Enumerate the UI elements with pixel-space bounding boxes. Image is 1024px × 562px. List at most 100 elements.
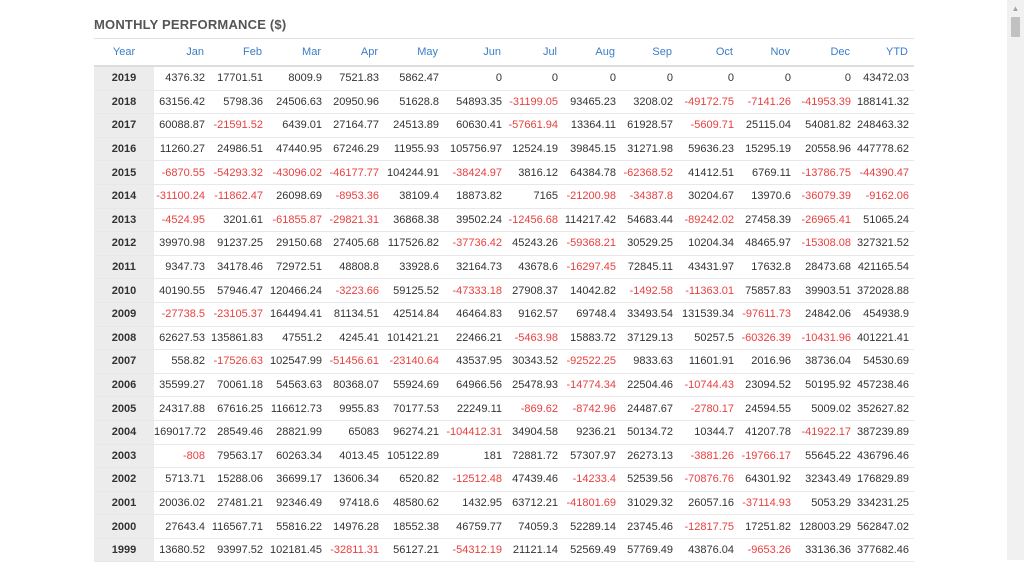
ytd-cell: 454938.9: [856, 302, 914, 327]
month-value-cell: 30343.52: [507, 349, 563, 374]
month-value-cell: 1432.95: [444, 491, 507, 516]
month-value-cell: 24986.51: [210, 137, 268, 162]
column-header[interactable]: YTD: [856, 38, 914, 67]
month-value-cell: -89242.02: [678, 208, 739, 233]
month-value-cell: 64966.56: [444, 373, 507, 398]
year-cell: 2011: [94, 255, 154, 280]
column-header[interactable]: Oct: [678, 38, 739, 67]
column-header[interactable]: Aug: [563, 38, 621, 67]
month-value-cell: 39903.51: [796, 278, 856, 303]
month-value-cell: 28549.46: [210, 420, 268, 445]
month-value-cell: 6520.82: [384, 467, 444, 492]
month-value-cell: -8953.36: [327, 184, 384, 209]
month-value-cell: 9955.83: [327, 396, 384, 421]
month-value-cell: -26965.41: [796, 208, 856, 233]
month-value-cell: 60263.34: [268, 444, 327, 469]
column-header[interactable]: Sep: [621, 38, 678, 67]
month-value-cell: 102547.99: [268, 349, 327, 374]
month-value-cell: 92346.49: [268, 491, 327, 516]
month-value-cell: 5862.47: [384, 66, 444, 91]
column-header[interactable]: Dec: [796, 38, 856, 67]
month-value-cell: 70177.53: [384, 396, 444, 421]
month-value-cell: 64384.78: [563, 160, 621, 185]
month-value-cell: 14042.82: [563, 278, 621, 303]
month-value-cell: 69748.4: [563, 302, 621, 327]
month-value-cell: 55924.69: [384, 373, 444, 398]
column-header[interactable]: Jun: [444, 38, 507, 67]
year-cell: 2013: [94, 208, 154, 233]
column-header[interactable]: May: [384, 38, 444, 67]
month-value-cell: 52289.14: [563, 514, 621, 539]
month-value-cell: -19766.17: [739, 444, 796, 469]
month-value-cell: 128003.29: [796, 514, 856, 539]
scrollbar-thumb[interactable]: [1011, 17, 1020, 37]
scroll-up-arrow-icon[interactable]: ▲: [1011, 4, 1020, 13]
month-value-cell: 9347.73: [154, 255, 210, 280]
month-value-cell: 33493.54: [621, 302, 678, 327]
table-row: 2014 -31100.24 -11862.47 26098.69 -8953.36 38…: [94, 184, 914, 209]
month-value-cell: -62368.52: [621, 160, 678, 185]
year-cell: 2005: [94, 396, 154, 421]
month-value-cell: 0: [796, 66, 856, 91]
column-header[interactable]: Year: [94, 38, 154, 67]
month-value-cell: 43678.6: [507, 255, 563, 280]
column-header[interactable]: Jan: [154, 38, 210, 67]
month-value-cell: 3201.61: [210, 208, 268, 233]
column-header[interactable]: Feb: [210, 38, 268, 67]
month-value-cell: 72972.51: [268, 255, 327, 280]
vertical-scrollbar[interactable]: ▲: [1007, 0, 1024, 560]
month-value-cell: 116567.71: [210, 514, 268, 539]
month-value-cell: 64301.92: [739, 467, 796, 492]
month-value-cell: -2780.17: [678, 396, 739, 421]
month-value-cell: 18552.38: [384, 514, 444, 539]
month-value-cell: 61928.57: [621, 113, 678, 138]
month-value-cell: 54893.35: [444, 90, 507, 115]
month-value-cell: 24317.88: [154, 396, 210, 421]
month-value-cell: 25478.93: [507, 373, 563, 398]
month-value-cell: 40190.55: [154, 278, 210, 303]
month-value-cell: 59636.23: [678, 137, 739, 162]
year-cell: 2004: [94, 420, 154, 445]
month-value-cell: 4245.41: [327, 326, 384, 351]
ytd-cell: 447778.62: [856, 137, 914, 162]
month-value-cell: 47440.95: [268, 137, 327, 162]
month-value-cell: 51628.8: [384, 90, 444, 115]
column-header[interactable]: Jul: [507, 38, 563, 67]
month-value-cell: 0: [621, 66, 678, 91]
month-value-cell: 42514.84: [384, 302, 444, 327]
month-value-cell: -10744.43: [678, 373, 739, 398]
month-value-cell: 20558.96: [796, 137, 856, 162]
column-header[interactable]: Apr: [327, 38, 384, 67]
month-value-cell: 10204.34: [678, 231, 739, 256]
month-value-cell: 105756.97: [444, 137, 507, 162]
month-value-cell: 164494.41: [268, 302, 327, 327]
month-value-cell: -32811.31: [327, 538, 384, 562]
month-value-cell: 9236.21: [563, 420, 621, 445]
month-value-cell: 34178.46: [210, 255, 268, 280]
column-header[interactable]: Mar: [268, 38, 327, 67]
monthly-performance-table: Year Jan Feb Mar Apr May Jun Jul Aug Sep…: [94, 38, 914, 562]
year-cell: 2000: [94, 514, 154, 539]
table-row: 2009 -27738.5 -23105.37 164494.41 81134.51 42…: [94, 302, 914, 327]
month-value-cell: 63712.21: [507, 491, 563, 516]
year-cell: 1999: [94, 538, 154, 562]
month-value-cell: -3881.26: [678, 444, 739, 469]
ytd-cell: 176829.89: [856, 467, 914, 492]
month-value-cell: 67616.25: [210, 396, 268, 421]
table-row: 1999 13680.52 93997.52 102181.45 -32811.31 56…: [94, 538, 914, 562]
month-value-cell: -61855.87: [268, 208, 327, 233]
month-value-cell: -29821.31: [327, 208, 384, 233]
month-value-cell: -23105.37: [210, 302, 268, 327]
month-value-cell: 558.82: [154, 349, 210, 374]
month-value-cell: -46177.77: [327, 160, 384, 185]
year-cell: 2008: [94, 326, 154, 351]
month-value-cell: 11601.91: [678, 349, 739, 374]
month-value-cell: 0: [563, 66, 621, 91]
column-header[interactable]: Nov: [739, 38, 796, 67]
month-value-cell: 5713.71: [154, 467, 210, 492]
month-value-cell: -9653.26: [739, 538, 796, 562]
month-value-cell: -31100.24: [154, 184, 210, 209]
month-value-cell: -15308.08: [796, 231, 856, 256]
month-value-cell: 38736.04: [796, 349, 856, 374]
month-value-cell: -16297.45: [563, 255, 621, 280]
